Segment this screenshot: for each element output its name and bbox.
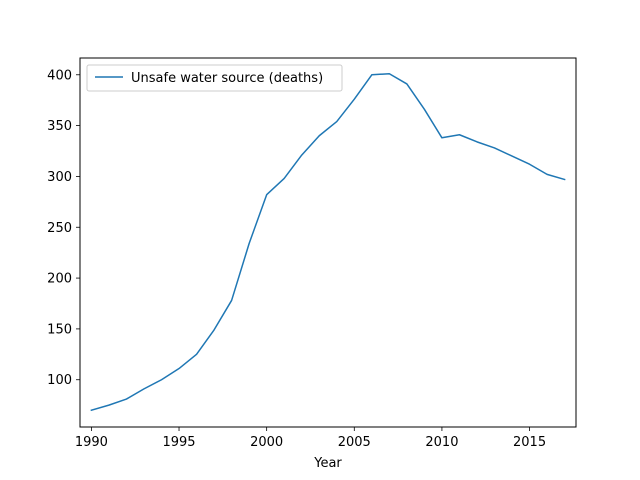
x-axis-label: Year — [313, 456, 342, 471]
x-axis: 1990 1995 2000 2005 2010 2015 — [75, 427, 546, 450]
legend: Unsafe water source (deaths) — [86, 64, 343, 92]
y-tick-label: 250 — [47, 221, 72, 236]
y-tick-label: 400 — [47, 68, 72, 83]
y-axis: 100 150 200 250 300 350 400 — [47, 68, 80, 388]
y-tick-label: 350 — [47, 119, 72, 134]
legend-box — [86, 64, 343, 92]
plot-frame — [79, 57, 577, 428]
y-tick-label: 200 — [47, 272, 72, 287]
x-tick-label: 2005 — [338, 435, 371, 450]
x-tick-label: 1990 — [75, 435, 108, 450]
series-layer — [90, 73, 566, 412]
series-line — [90, 73, 566, 412]
y-tick-label: 100 — [47, 373, 72, 388]
x-tick-label: 2000 — [250, 435, 283, 450]
y-tick-label: 300 — [47, 170, 72, 185]
x-tick-label: 2015 — [513, 435, 546, 450]
legend-label: Unsafe water source (deaths) — [131, 71, 323, 86]
x-tick-label: 2010 — [425, 435, 458, 450]
x-tick-label: 1995 — [162, 435, 195, 450]
y-tick-label: 150 — [47, 322, 72, 337]
